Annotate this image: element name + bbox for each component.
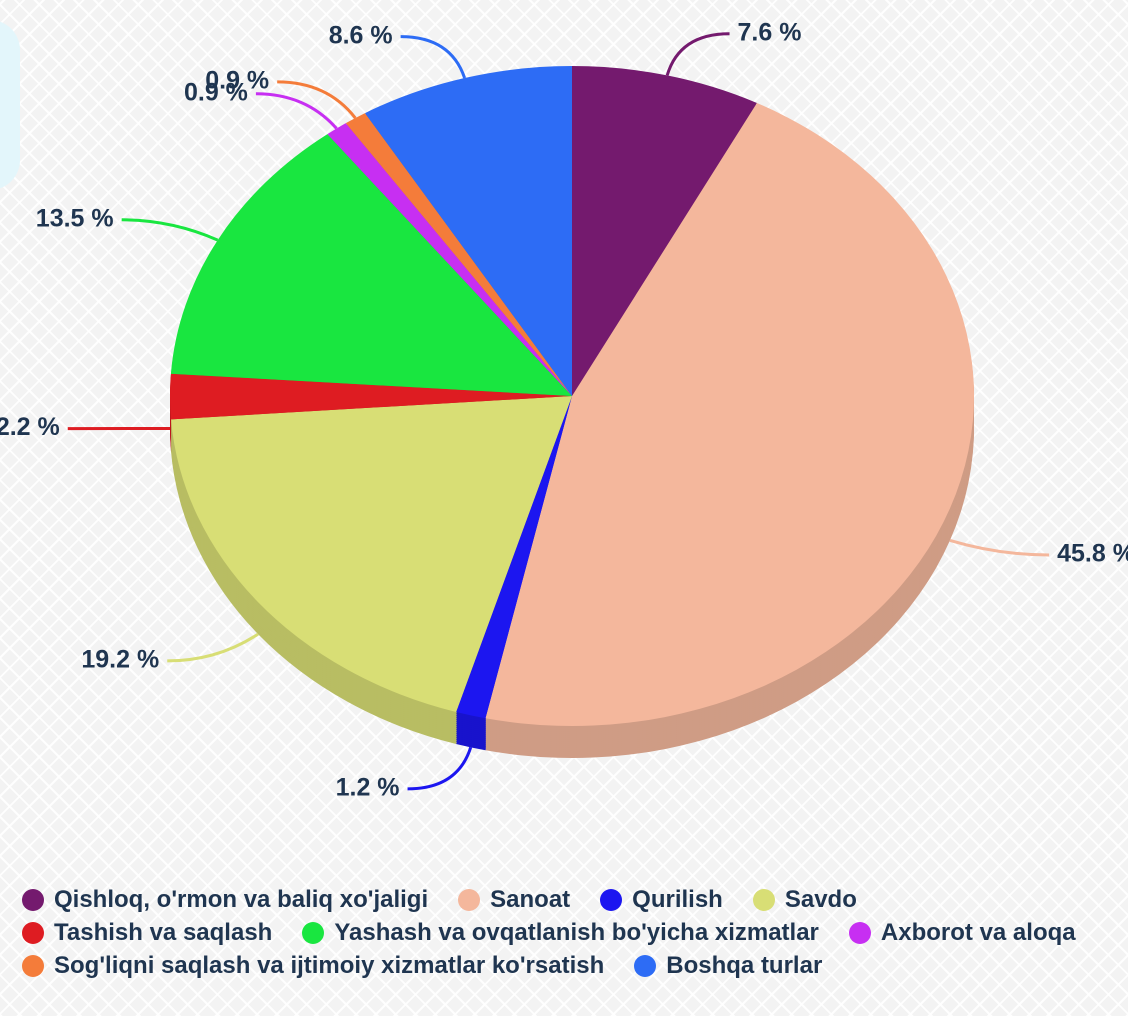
legend-swatch: [600, 888, 623, 911]
legend-label: Boshqa turlar: [666, 951, 823, 979]
data-label: 0.9 %: [205, 67, 269, 95]
leader-line: [121, 218, 219, 242]
slice: [345, 113, 572, 397]
data-label: 8.6 %: [329, 21, 393, 49]
legend-item[interactable]: Savdo: [752, 884, 857, 915]
legend-swatch: [302, 921, 325, 944]
legend-swatch: [752, 888, 775, 911]
leader-line: [277, 80, 357, 119]
legend-label: Yashash va ovqatlanish bo'yicha xizmatla…: [334, 918, 819, 946]
legend-swatch: [848, 921, 871, 944]
slice: [170, 134, 572, 397]
slice: [485, 102, 974, 726]
legend-label: Qishloq, o'rmon va baliq xo'jaligi: [54, 885, 429, 913]
legend-label: Qurilish: [632, 885, 723, 913]
data-label: 13.5 %: [36, 204, 114, 232]
data-label: 0.9 %: [184, 78, 248, 106]
legend-item[interactable]: Axborot va aloqa: [848, 917, 1076, 948]
legend-item[interactable]: Boshqa turlar: [634, 950, 822, 981]
data-label: 7.6 %: [738, 18, 802, 46]
legend-swatch: [22, 888, 44, 911]
leader-line: [949, 538, 1050, 557]
slice: [327, 123, 572, 396]
legend-label: Sanoat: [490, 885, 571, 913]
data-label: 45.8 %: [1057, 540, 1128, 568]
slice: [171, 396, 572, 712]
legend-label: Axborot va aloqa: [880, 918, 1076, 946]
legend-item[interactable]: Qurilish: [600, 884, 723, 915]
legend-item[interactable]: Sanoat: [458, 884, 570, 915]
leader-line: [255, 92, 338, 130]
legend-swatch: [22, 954, 44, 977]
legend-item[interactable]: Qishloq, o'rmon va baliq xo'jaligi: [22, 884, 428, 915]
legend-label: Tashish va saqlash: [54, 918, 273, 946]
decoration: [0, 20, 20, 190]
slice: [456, 396, 572, 719]
chart: 7.6 % 45.8 % 1.2 % 19.2 % 2.2 % 13.5 % 0.9 %0.…: [0, 18, 1128, 801]
legend-swatch: [634, 954, 657, 977]
legend-item[interactable]: Tashish va saqlash: [22, 917, 272, 948]
legend: Qishloq, o'rmon va baliq xo'jaligi Sanoat…: [22, 884, 1128, 981]
leader-line: [407, 746, 473, 791]
data-label: 19.2 %: [81, 646, 159, 674]
leader-line: [665, 32, 730, 76]
slice: [365, 66, 572, 396]
legend-item[interactable]: Yashash va ovqatlanish bo'yicha xizmatla…: [302, 917, 819, 948]
legend-swatch: [458, 888, 481, 911]
data-label: 1.2 %: [336, 773, 400, 801]
data-label: 2.2 %: [0, 413, 60, 441]
slice: [170, 373, 573, 420]
legend-item[interactable]: Sog'liqni saqlash va ijtimoiy xizmatlar …: [22, 950, 604, 981]
legend-label: Sog'liqni saqlash va ijtimoiy xizmatlar …: [54, 951, 605, 979]
slice: [572, 66, 757, 396]
leader-line: [167, 632, 259, 663]
legend-label: Savdo: [784, 885, 857, 913]
legend-swatch: [22, 921, 44, 944]
leader-line: [400, 35, 467, 79]
